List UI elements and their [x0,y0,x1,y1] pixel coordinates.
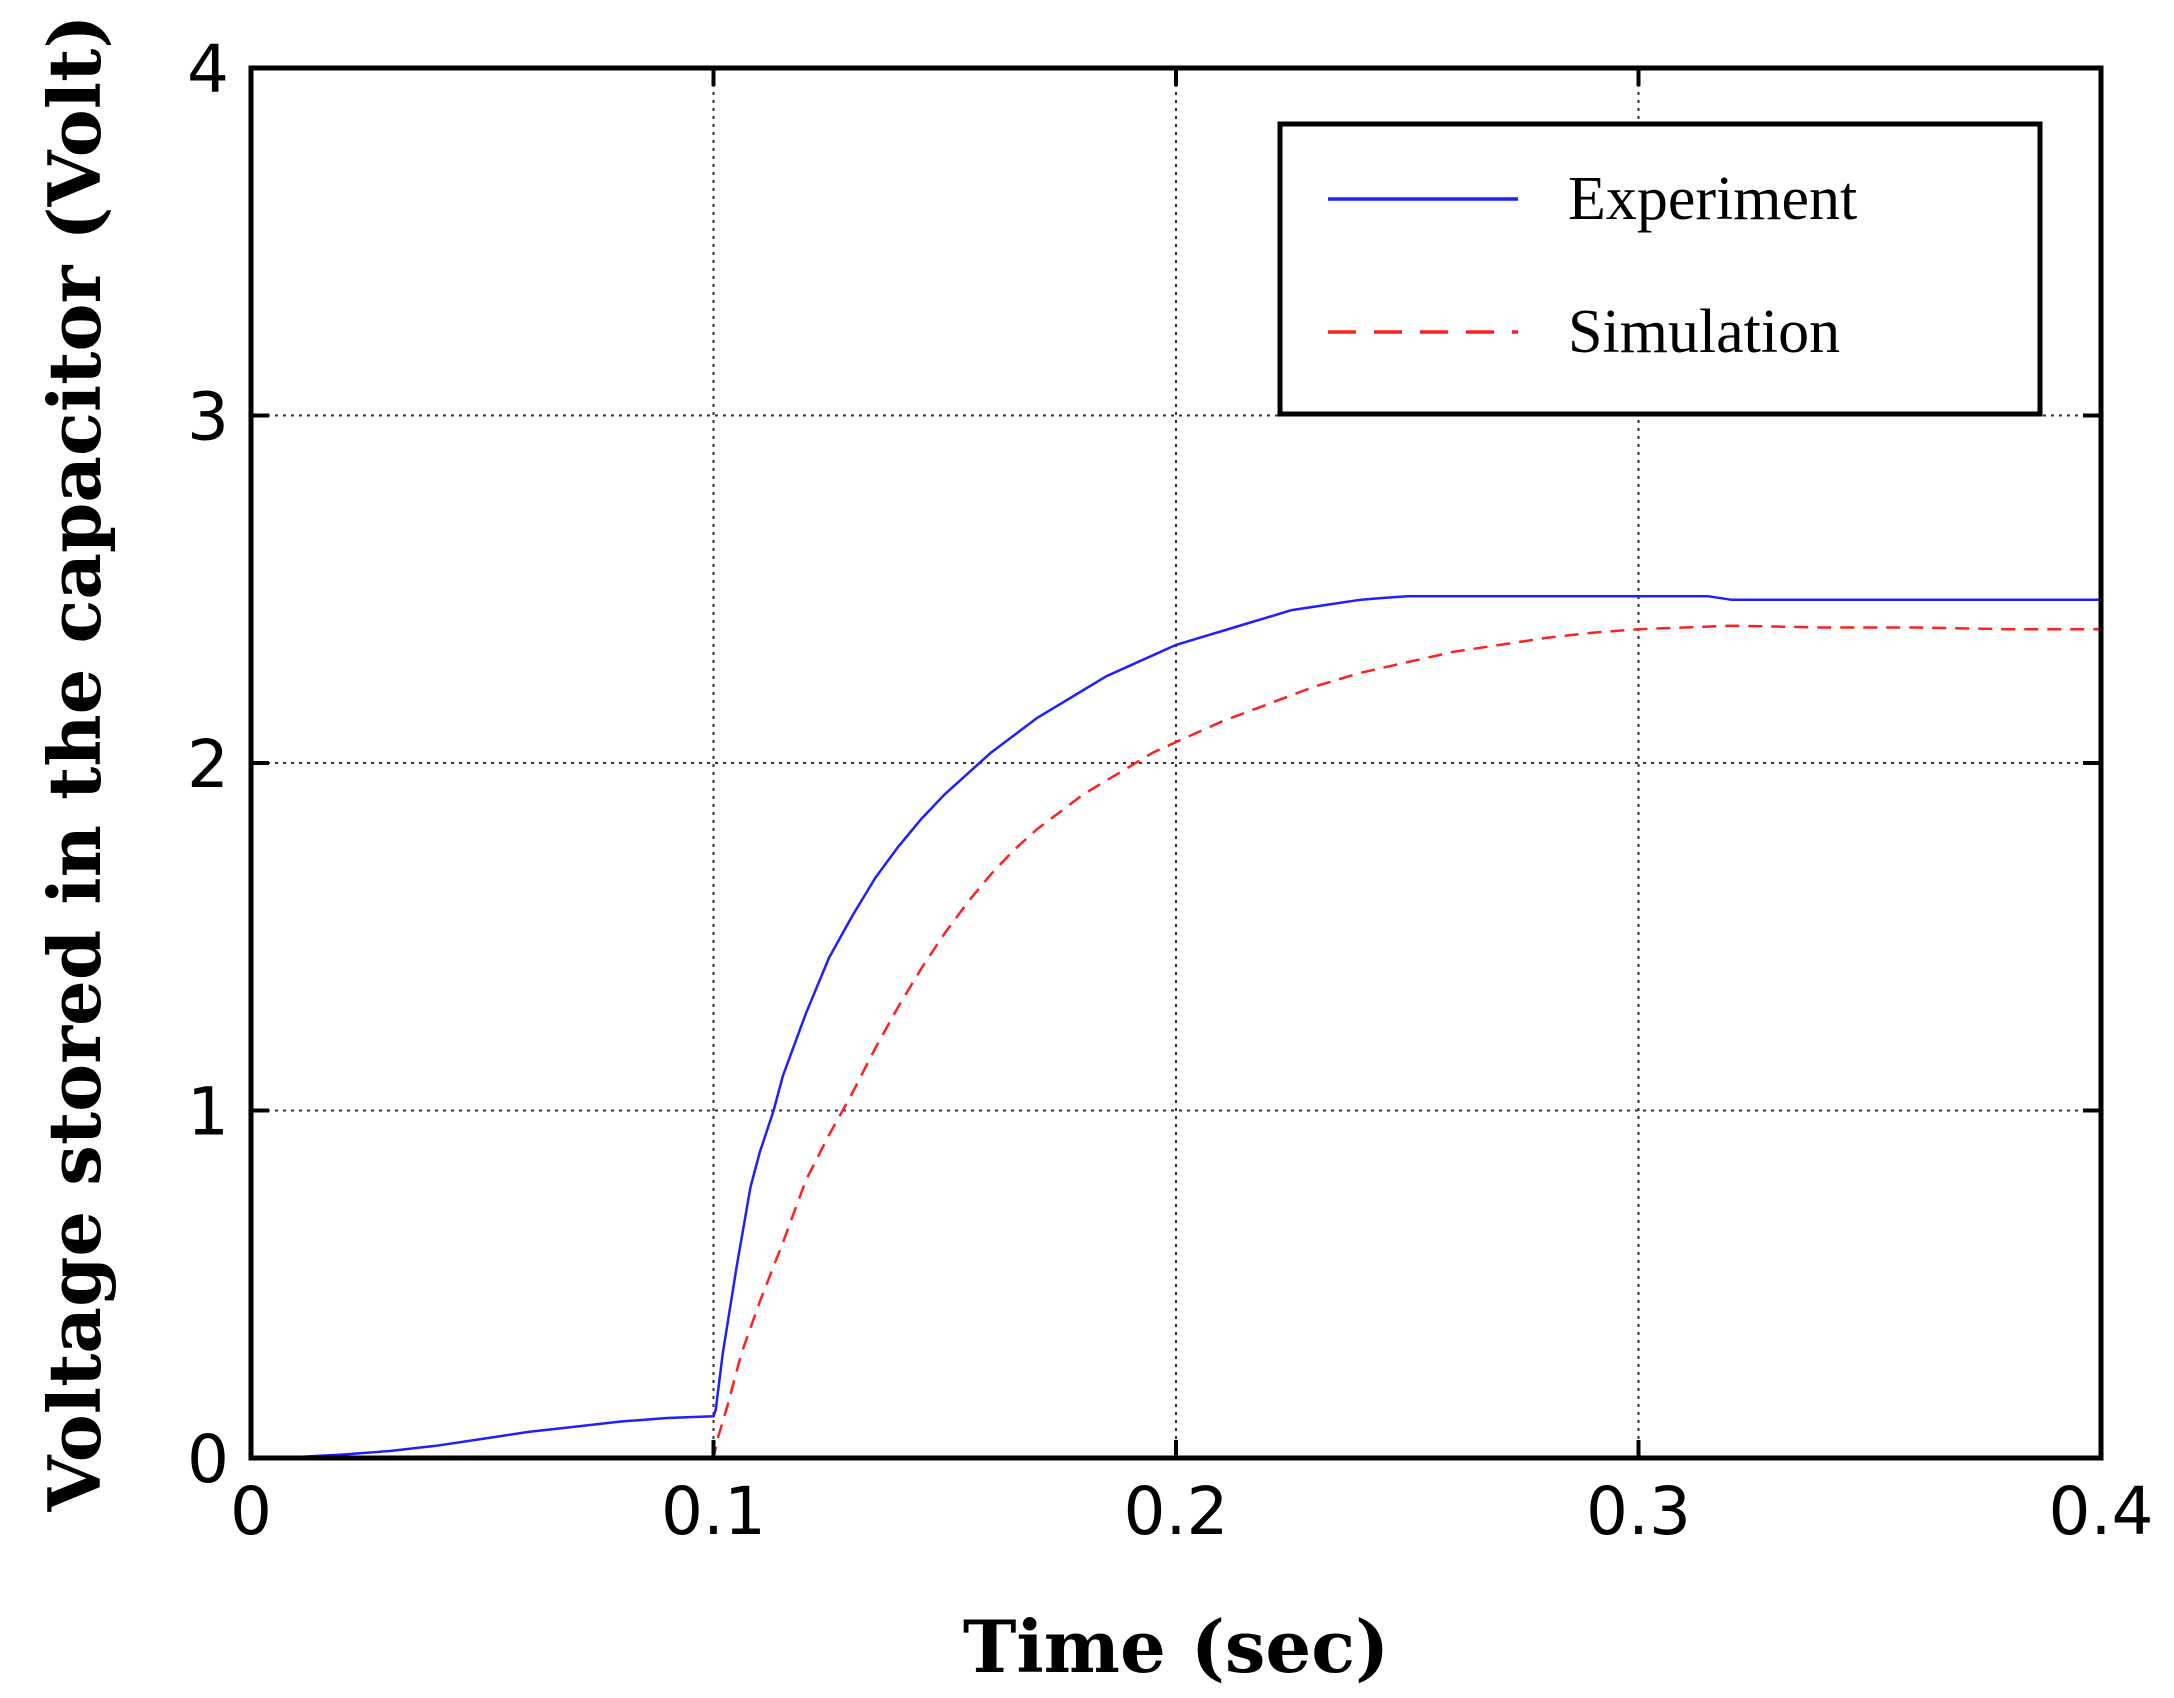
y-tick-label: 4 [187,31,229,108]
x-tick-label: 0.3 [1586,1473,1691,1550]
legend-label-simulation: Simulation [1568,298,1840,366]
y-tick-label: 1 [187,1074,229,1151]
legend-label-experiment: Experiment [1568,165,1857,233]
x-tick-label: 0.1 [661,1473,766,1550]
series-line-simulation [251,624,2101,1460]
y-axis-title: Voltage stored in the capacitor (Volt) [32,15,117,1513]
ticks: 0 0.1 0.2 0.3 0.4 0 1 2 3 4 [187,31,2153,1550]
legend: Experiment Simulation [1277,121,2043,417]
series-line-experiment [250,594,2101,1460]
series-layer [250,594,2101,1460]
x-tick-label: 0.4 [2049,1473,2154,1550]
x-axis-title: Time (sec) [963,1604,1389,1689]
y-tick-label: 2 [187,726,229,803]
legend-box [1277,121,2043,417]
y-tick-label: 3 [187,379,229,456]
y-tick-label: 0 [187,1421,229,1498]
x-tick-label: 0 [230,1473,272,1550]
x-tick-label: 0.2 [1124,1473,1229,1550]
